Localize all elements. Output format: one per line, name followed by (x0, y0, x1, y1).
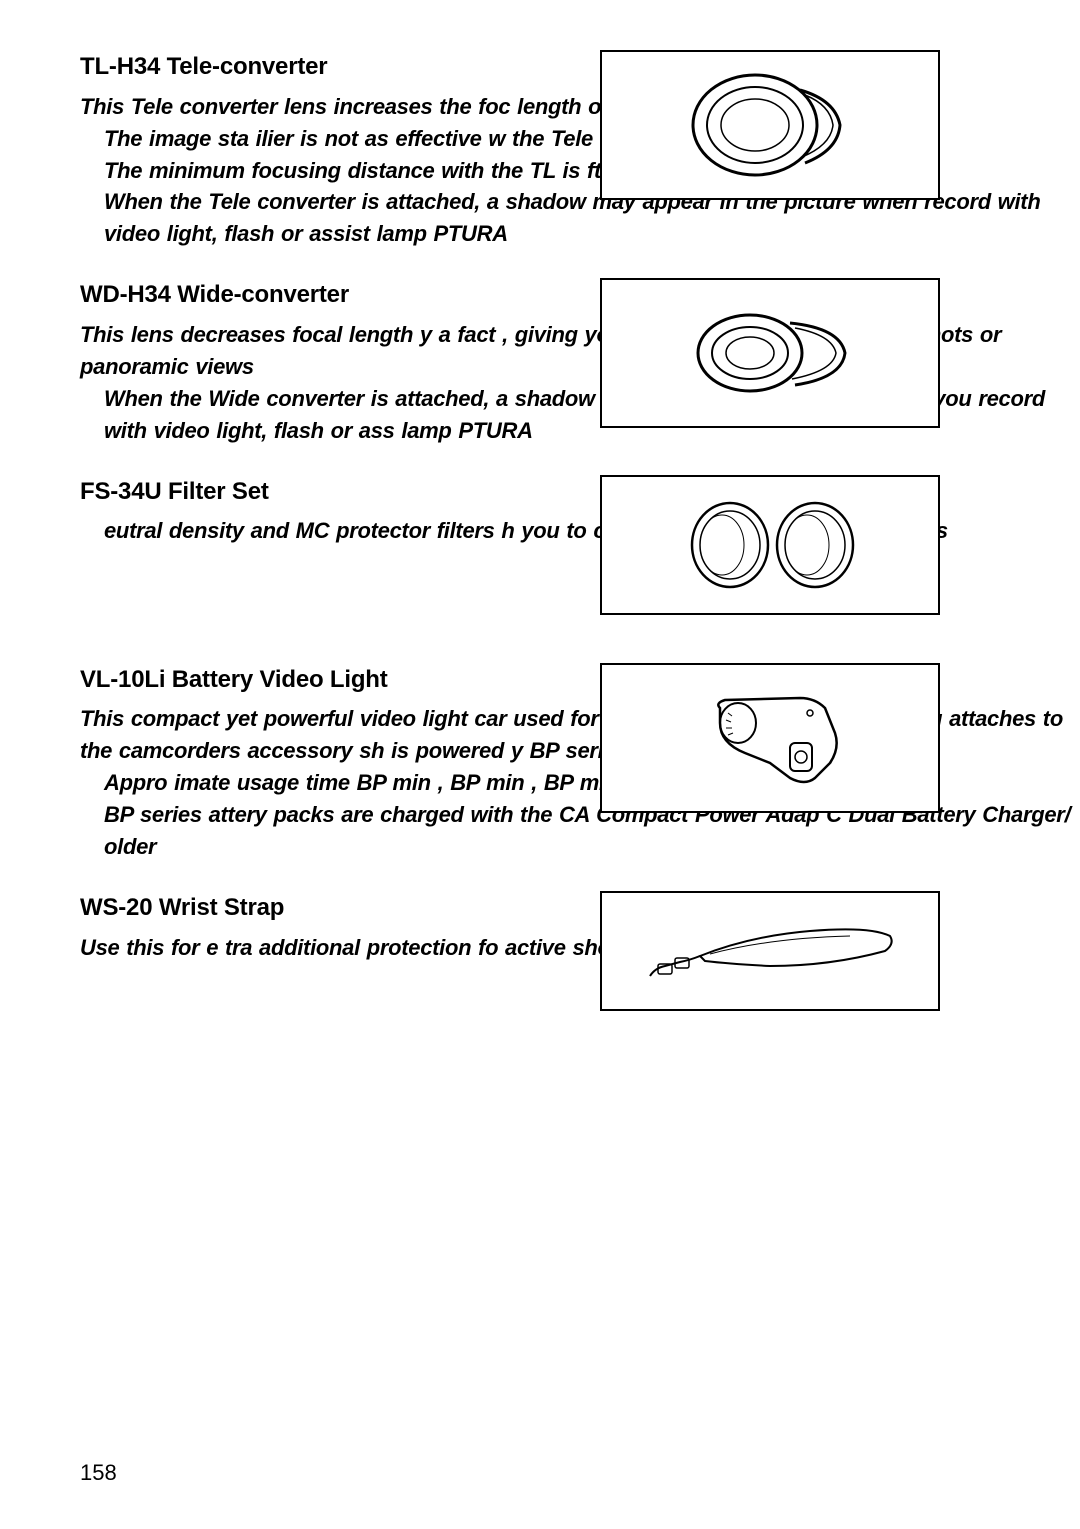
section-vl10li: VL-10Li Battery Video Light This compact… (80, 663, 1080, 863)
section-ws20: WS-20 Wrist Strap Use this for e tra add… (80, 891, 1080, 1031)
section-wdh34: WD-H34 Wide-converter This lens decrease… (80, 278, 1080, 446)
section-tlh34: TL-H34 Tele-converter This Tele converte… (80, 50, 1080, 250)
lens-wide-icon (670, 293, 870, 413)
figure-filter-pair (600, 475, 940, 615)
figure-video-light (600, 663, 940, 813)
page-number: 158 (80, 1457, 117, 1489)
lens-tele-icon (670, 65, 870, 185)
figure-lens-wide (600, 278, 940, 428)
section-fs34u: FS-34U Filter Set eutral density and MC … (80, 475, 1080, 635)
figure-wrist-strap (600, 891, 940, 1011)
figure-lens-tele (600, 50, 940, 200)
video-light-icon (670, 678, 870, 798)
filter-pair-icon (660, 490, 880, 600)
wrist-strap-icon (630, 906, 910, 996)
